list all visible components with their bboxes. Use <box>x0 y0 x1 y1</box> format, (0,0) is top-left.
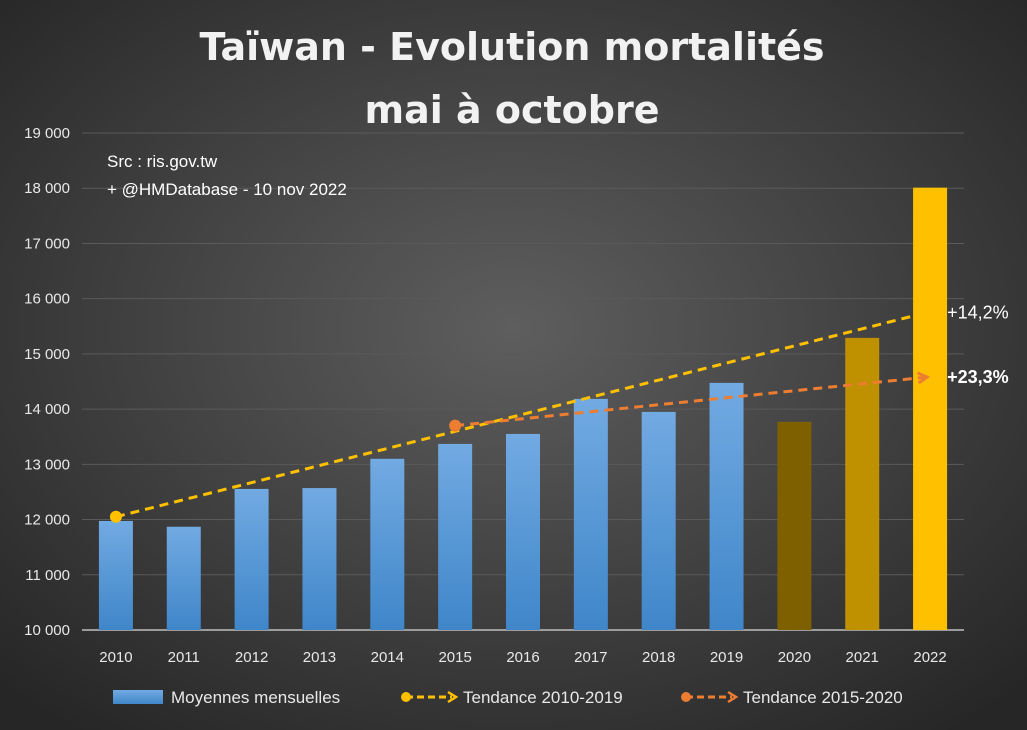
x-tick-label: 2021 <box>846 649 879 666</box>
legend-marker-trend1 <box>401 692 411 702</box>
x-tick-label: 2018 <box>642 649 675 666</box>
x-tick-label: 2016 <box>506 649 539 666</box>
y-tick-label: 10 000 <box>24 622 70 639</box>
trend-start-marker-2 <box>449 419 462 432</box>
x-tick-label: 2012 <box>235 649 268 666</box>
bar-2012 <box>234 488 269 630</box>
legend-label-trend2: Tendance 2015-2020 <box>743 688 903 707</box>
source-line1: Src : ris.gov.tw <box>107 152 218 171</box>
trend-arrow-1 <box>916 308 931 321</box>
bar-2017 <box>573 398 608 630</box>
bar-2010 <box>98 520 133 630</box>
legend-marker-trend2 <box>681 692 691 702</box>
x-tick-label: 2019 <box>710 649 743 666</box>
trend-start-marker-1 <box>109 510 122 523</box>
legend-swatch-bars <box>113 690 163 704</box>
x-tick-label: 2022 <box>913 649 946 666</box>
y-tick-label: 17 000 <box>24 235 70 252</box>
y-tick-label: 12 000 <box>24 512 70 529</box>
bar-2011 <box>166 526 201 630</box>
x-tick-label: 2015 <box>438 649 471 666</box>
legend-arrow-trend1 <box>447 690 459 704</box>
bar-2020 <box>777 421 812 630</box>
bar-2018 <box>641 411 676 630</box>
bar-2021 <box>845 337 880 630</box>
y-tick-label: 14 000 <box>24 401 70 418</box>
trend-line-2 <box>455 375 928 428</box>
x-tick-label: 2013 <box>303 649 336 666</box>
x-tick-label: 2017 <box>574 649 607 666</box>
x-tick-label: 2020 <box>778 649 811 666</box>
trend-arrow-2 <box>917 371 931 385</box>
y-tick-label: 15 000 <box>24 346 70 363</box>
y-tick-label: 13 000 <box>24 456 70 473</box>
trend-line-1 <box>115 311 928 519</box>
trend-label-2: +23,3% <box>947 367 1009 387</box>
bar-2019 <box>709 382 744 630</box>
legend-label-bars: Moyennes mensuelles <box>171 688 340 707</box>
chart-title-line1: Taïwan - Evolution mortalités <box>199 25 824 69</box>
source-line2: + @HMDatabase - 10 nov 2022 <box>107 180 347 199</box>
trend-label-1: +14,2% <box>947 302 1009 322</box>
bar-2014 <box>370 458 405 630</box>
legend-arrow-trend2 <box>727 690 739 704</box>
legend: Moyennes mensuelles Tendance 2010-2019 T… <box>113 688 903 707</box>
y-tick-label: 19 000 <box>24 125 70 142</box>
x-tick-label: 2011 <box>168 649 200 666</box>
bar-2015 <box>438 443 473 630</box>
y-tick-label: 11 000 <box>25 567 70 584</box>
x-tick-label: 2014 <box>371 649 404 666</box>
bar-2022 <box>913 187 948 631</box>
bar-2013 <box>302 488 337 630</box>
y-tick-label: 16 000 <box>24 291 70 308</box>
y-tick-label: 18 000 <box>24 180 70 197</box>
legend-label-trend1: Tendance 2010-2019 <box>463 688 623 707</box>
x-tick-label: 2010 <box>99 649 132 666</box>
bar-2016 <box>506 433 540 630</box>
chart-title-line2: mai à octobre <box>365 88 660 132</box>
